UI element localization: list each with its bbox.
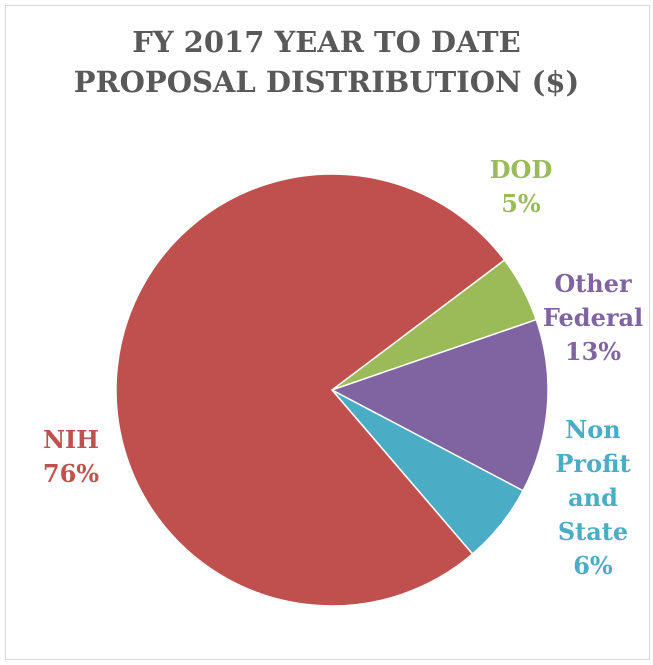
pie-labels: DOD 5%Other Federal 13%Non Profit and State 6%N… [43, 155, 643, 580]
chart-title-line-2: PROPOSAL DISTRIBUTION ($) [73, 65, 580, 99]
data-label-name-line: Profit [555, 449, 630, 478]
data-label-name-line: Federal [543, 303, 643, 332]
data-label-name-line: DOD [490, 155, 553, 184]
data-label-non-profit-and-state: Non Profit and State 6% [555, 415, 630, 580]
data-label-dod: DOD 5% [490, 155, 553, 218]
pie-slices [115, 173, 549, 607]
chart-title-line-1: FY 2017 YEAR TO DATE [132, 25, 521, 59]
data-label-name-line: Non [565, 415, 620, 444]
data-label-percent: 6% [573, 551, 613, 580]
data-label-nih: NIH 76% [43, 425, 99, 488]
data-label-percent: 5% [501, 189, 541, 218]
data-label-name-line: State [558, 517, 628, 546]
pie-slice-nih [115, 173, 506, 607]
data-label-name-line: Other [554, 269, 632, 298]
data-label-name-line: and [568, 483, 618, 512]
data-label-name-line: NIH [43, 425, 99, 454]
data-label-percent: 76% [43, 459, 99, 488]
data-label-other-federal: Other Federal 13% [543, 269, 643, 366]
data-label-percent: 13% [565, 337, 621, 366]
pie-slice-other-federal [330, 318, 549, 492]
chart-title: FY 2017 YEAR TO DATE PROPOSAL DISTRIBUTI… [0, 22, 653, 102]
